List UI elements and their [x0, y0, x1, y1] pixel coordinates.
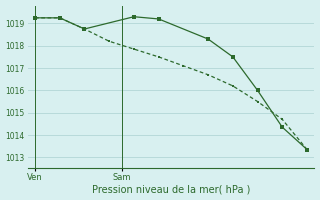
- X-axis label: Pression niveau de la mer( hPa ): Pression niveau de la mer( hPa ): [92, 184, 250, 194]
